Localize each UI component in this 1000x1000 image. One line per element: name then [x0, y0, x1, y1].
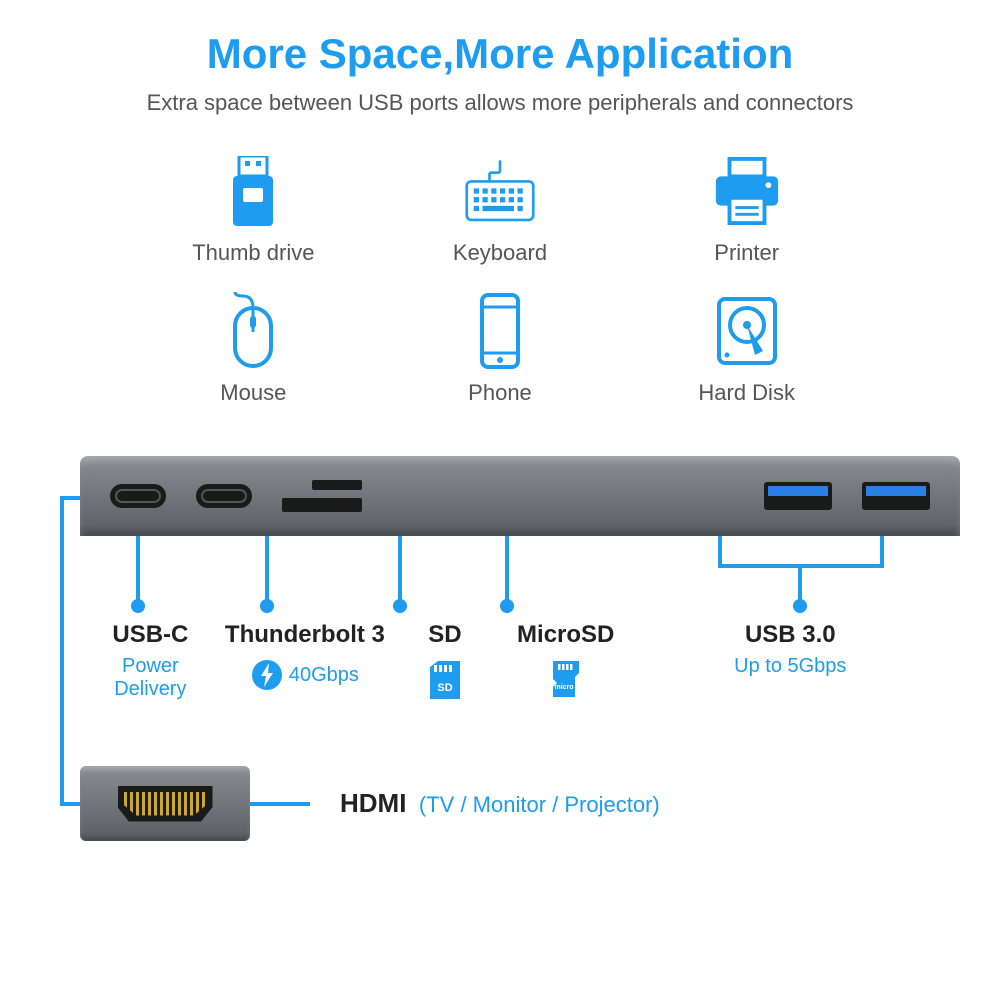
port-microsd	[312, 480, 362, 490]
port-title: SD	[399, 621, 491, 649]
connector-line	[505, 536, 509, 606]
peripheral-printer: Printer	[633, 156, 860, 266]
phone-icon	[465, 296, 535, 366]
port-title: USB 3.0	[641, 621, 940, 649]
thunderbolt-badge: 40Gbps	[251, 659, 359, 691]
connector-line	[60, 802, 82, 806]
connector-line	[250, 802, 310, 806]
hub-diagram: USB-C Power Delivery Thunderbolt 3 40Gbp…	[40, 456, 960, 856]
hdmi-label: HDMI	[340, 788, 406, 818]
hub-device	[80, 456, 960, 536]
page-title: More Space,More Application	[40, 30, 960, 78]
port-title: MicroSD	[491, 621, 641, 649]
port-labels-row: USB-C Power Delivery Thunderbolt 3 40Gbp…	[90, 621, 940, 706]
hdmi-section: HDMI (TV / Monitor / Projector)	[80, 766, 660, 841]
connector-dot	[793, 599, 807, 613]
connector-dot	[131, 599, 145, 613]
hdmi-port	[118, 786, 213, 822]
connector-dot	[500, 599, 514, 613]
connector-line	[60, 496, 82, 500]
port-title: Thunderbolt 3	[211, 621, 399, 649]
peripheral-label: Thumb drive	[192, 240, 314, 266]
peripheral-label: Mouse	[220, 380, 286, 406]
connector-line	[265, 536, 269, 606]
peripheral-label: Printer	[714, 240, 779, 266]
connector-line	[136, 536, 140, 606]
svg-text:micro: micro	[554, 684, 573, 691]
printer-icon	[712, 156, 782, 226]
port-sub: 40Gbps	[289, 664, 359, 687]
peripheral-thumb-drive: Thumb drive	[140, 156, 367, 266]
peripheral-phone: Phone	[387, 296, 614, 406]
port-label-usbc: USB-C Power Delivery	[90, 621, 211, 706]
port-sub: Power Delivery	[90, 655, 211, 701]
connector-dot	[393, 599, 407, 613]
connector-line	[60, 496, 64, 804]
port-thunderbolt	[196, 484, 252, 508]
peripheral-label: Keyboard	[453, 240, 547, 266]
connector-line	[880, 536, 884, 566]
sd-card-icon: SD	[428, 659, 462, 701]
port-usbc	[110, 484, 166, 508]
peripheral-label: Phone	[468, 380, 532, 406]
port-title: USB-C	[90, 621, 211, 649]
peripheral-mouse: Mouse	[140, 296, 367, 406]
connector-dot	[260, 599, 274, 613]
port-label-thunderbolt: Thunderbolt 3 40Gbps	[211, 621, 399, 706]
port-usb30	[764, 482, 832, 510]
microsd-card-icon: micro	[551, 659, 581, 699]
keyboard-icon	[465, 156, 535, 226]
svg-text:SD: SD	[437, 682, 452, 694]
port-label-sd: SD SD	[399, 621, 491, 706]
peripheral-hard-disk: Hard Disk	[633, 296, 860, 406]
thumb-drive-icon	[218, 156, 288, 226]
port-label-microsd: MicroSD micro	[491, 621, 641, 706]
peripherals-grid: Thumb drive Keyboard	[140, 156, 860, 406]
port-sd	[282, 498, 362, 512]
peripheral-label: Hard Disk	[698, 380, 795, 406]
port-sub: Up to 5Gbps	[641, 655, 940, 678]
hdmi-sub: (TV / Monitor / Projector)	[419, 792, 660, 817]
mouse-icon	[218, 296, 288, 366]
port-usb30	[862, 482, 930, 510]
hdmi-device	[80, 766, 250, 841]
connector-line	[718, 536, 722, 566]
page-subtitle: Extra space between USB ports allows mor…	[40, 90, 960, 116]
hard-disk-icon	[712, 296, 782, 366]
peripheral-keyboard: Keyboard	[387, 156, 614, 266]
connector-line	[398, 536, 402, 606]
port-label-usb30: USB 3.0 Up to 5Gbps	[641, 621, 940, 706]
